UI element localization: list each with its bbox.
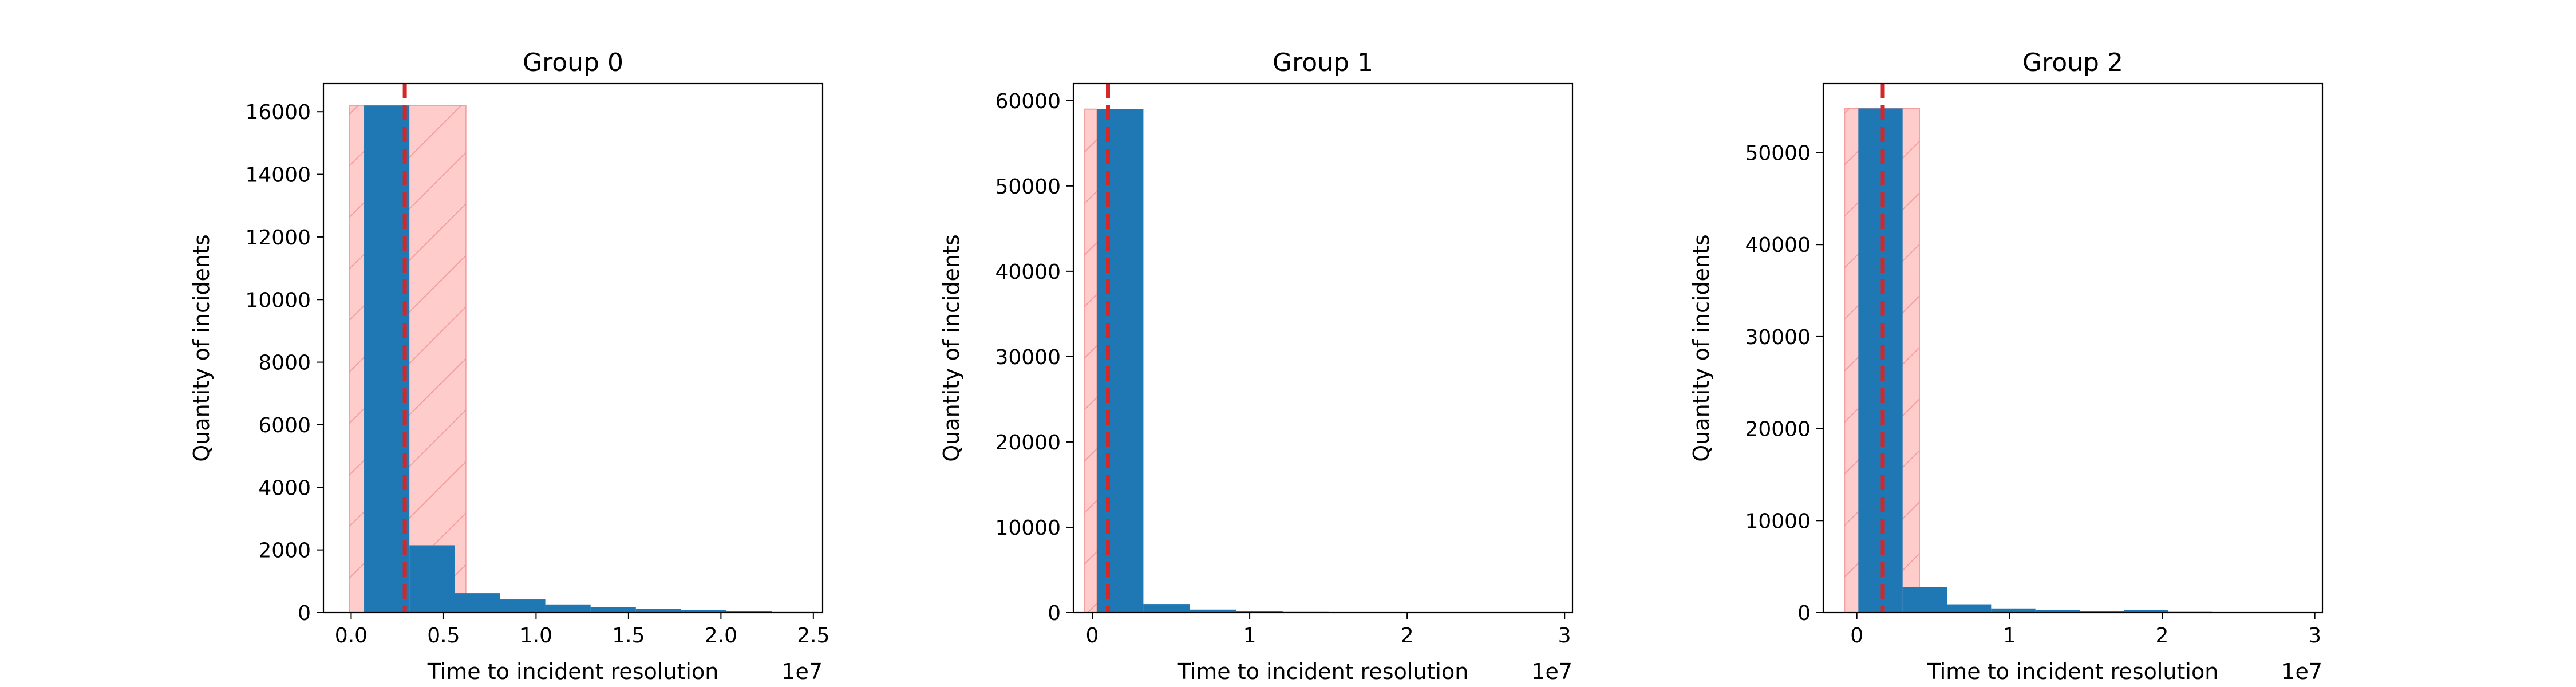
x-tick-label: 1.5 <box>612 624 645 647</box>
x-tick-label: 3 <box>1558 624 1571 647</box>
chart-title: Group 1 <box>1273 48 1373 77</box>
chart-panel-1: 0 10000 20000 30000 40000 50000 60000 0 1 2 3 Group… <box>939 48 1574 684</box>
x-tick-label: 3 <box>2308 624 2321 647</box>
y-tick-label: 0 <box>1797 602 1811 625</box>
y-tick-label: 30000 <box>995 346 1061 369</box>
x-axis-label: Time to incident resolution <box>1927 659 2219 684</box>
y-tick-label: 10000 <box>245 289 311 312</box>
histogram-bar <box>1097 109 1144 613</box>
x-tick-label: 0 <box>1086 624 1099 647</box>
y-tick-label: 0 <box>1048 602 1061 625</box>
y-axis-label: Quantity of incidents <box>189 234 214 461</box>
x-tick-label: 0.5 <box>427 624 460 647</box>
histogram-bar <box>635 609 681 613</box>
histogram-bar <box>1858 108 1903 613</box>
x-tick-label: 0 <box>1850 624 1863 647</box>
y-tick-label: 20000 <box>1745 418 1811 441</box>
histogram-bar <box>1143 604 1190 613</box>
y-tick-label: 40000 <box>995 260 1061 284</box>
y-axis-label: Quantity of incidents <box>1689 234 1714 461</box>
y-axis-label: Quantity of incidents <box>939 234 964 461</box>
x-axis-offset-label: 1e7 <box>1531 659 1573 684</box>
x-axis-label: Time to incident resolution <box>1177 659 1469 684</box>
x-tick-label: 2.0 <box>705 624 737 647</box>
histogram-bar <box>2035 610 2080 613</box>
y-tick-label: 50000 <box>1745 142 1811 165</box>
y-tick-label: 60000 <box>995 90 1061 113</box>
x-tick-label: 1 <box>1243 624 1257 647</box>
histogram-bar <box>364 105 410 613</box>
histogram-bar <box>1991 608 2036 613</box>
axes-frame <box>1822 82 2324 614</box>
axes-frame <box>322 82 824 614</box>
chart-title: Group 0 <box>523 48 623 77</box>
chart-panel-0: 0 2000 4000 6000 8000 10000 12000 14000 16000 0.0… <box>189 48 829 684</box>
chart-panel-2: 0 10000 20000 30000 40000 50000 0 1 2 3 Group 2 Tim… <box>1689 48 2324 684</box>
histogram-bar <box>681 610 727 613</box>
histogram-bar <box>1902 587 1947 613</box>
histogram-bar <box>455 593 500 613</box>
histogram-bar <box>500 599 546 613</box>
chart-title: Group 2 <box>2022 48 2123 77</box>
x-tick-label: 1.0 <box>520 624 552 647</box>
histogram-bar <box>409 545 455 613</box>
x-tick-label: 2 <box>1401 624 1414 647</box>
y-tick-label: 2000 <box>258 539 311 563</box>
y-tick-label: 50000 <box>995 175 1061 199</box>
y-tick-label: 6000 <box>258 414 311 437</box>
y-tick-label: 8000 <box>258 352 311 375</box>
histogram-bar <box>2080 611 2124 613</box>
y-tick-label: 20000 <box>995 431 1061 455</box>
x-axis-label: Time to incident resolution <box>427 659 719 684</box>
histogram-bar <box>1236 611 1283 613</box>
y-tick-label: 16000 <box>245 101 311 124</box>
axes-frame <box>1072 82 1574 614</box>
x-tick-label: 2.5 <box>797 624 829 647</box>
confidence-band-hatch <box>1084 109 1097 613</box>
y-tick-label: 0 <box>298 602 311 625</box>
histogram-bar <box>1190 609 1236 613</box>
y-tick-label: 30000 <box>1745 326 1811 349</box>
histogram-bar <box>545 604 591 613</box>
y-tick-label: 14000 <box>245 164 311 187</box>
y-tick-label: 10000 <box>995 516 1061 540</box>
x-axis-offset-label: 1e7 <box>2281 659 2322 684</box>
x-tick-label: 2 <box>2156 624 2169 647</box>
histogram-bar <box>590 607 636 613</box>
x-tick-label: 0.0 <box>335 624 368 647</box>
y-tick-label: 10000 <box>1745 510 1811 533</box>
y-tick-label: 12000 <box>245 226 311 250</box>
x-tick-label: 1 <box>2003 624 2016 647</box>
y-tick-label: 40000 <box>1745 234 1811 257</box>
x-axis-offset-label: 1e7 <box>781 659 823 684</box>
y-tick-label: 4000 <box>258 476 311 500</box>
histogram-bar <box>1947 604 1992 613</box>
histogram-bar <box>2124 610 2168 613</box>
